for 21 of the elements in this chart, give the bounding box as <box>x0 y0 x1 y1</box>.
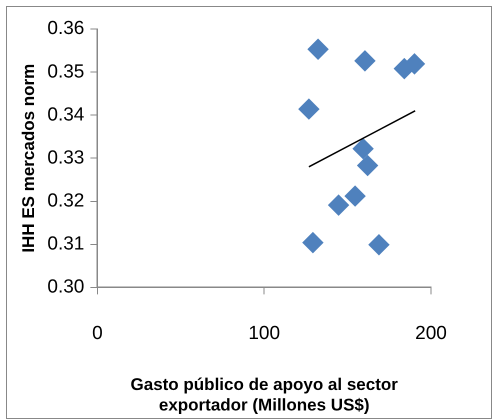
y-axis-title: IHH ES mercados norm <box>18 64 38 253</box>
x-tick-label: 0 <box>92 323 103 344</box>
point <box>344 186 366 207</box>
point <box>352 138 374 160</box>
point <box>354 50 376 72</box>
y-tick-label: 0.34 <box>47 104 85 126</box>
x-tick-label: 200 <box>415 323 447 344</box>
point <box>302 232 324 254</box>
y-tick-label: 0.30 <box>47 276 84 298</box>
y-tick-label: 0.36 <box>47 18 84 40</box>
y-tick-label: 0.33 <box>47 147 84 168</box>
point <box>308 38 329 60</box>
point <box>368 234 390 256</box>
x-axis-title: Gasto público de apoyo al sector exportador (Millones US$) <box>130 375 398 414</box>
point <box>357 155 378 176</box>
y-tick-label: 0.32 <box>47 190 84 212</box>
point <box>298 98 320 120</box>
x-tick-label: 100 <box>248 323 280 344</box>
y-tick-label: 0.31 <box>47 234 84 255</box>
y-tick-label: 0.35 <box>47 61 84 82</box>
point <box>328 194 350 216</box>
